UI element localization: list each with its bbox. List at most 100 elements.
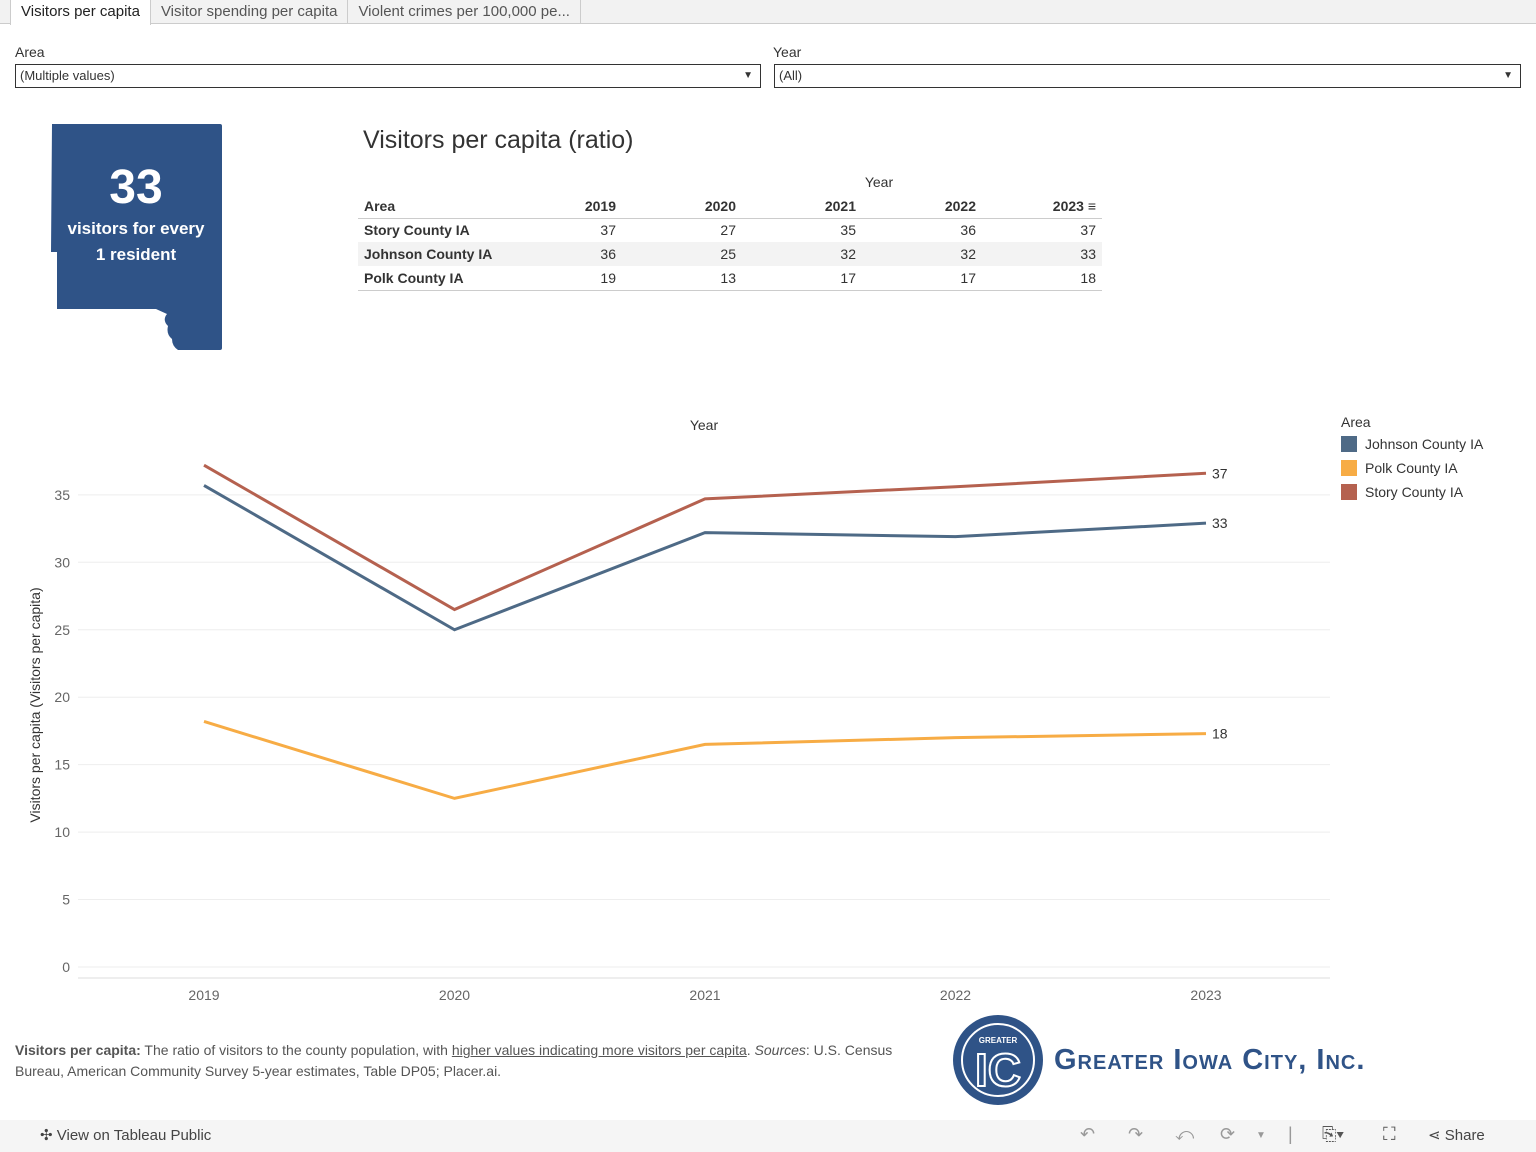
cell-value: 18 <box>1080 269 1096 286</box>
footnote-link[interactable]: higher values indicating more visitors p… <box>451 1042 747 1058</box>
view-label: View on Tableau Public <box>56 1127 212 1144</box>
legend-item[interactable]: Johnson County IA <box>1341 432 1483 456</box>
table-title: Visitors per capita (ratio) <box>363 126 634 154</box>
y-tick-label: 30 <box>54 554 70 570</box>
card-line2: 1 resident <box>95 245 177 264</box>
year-col-2022: 2022 <box>944 197 976 214</box>
view-on-tableau-button[interactable]: ✣ View on Tableau Public <box>40 1126 211 1144</box>
year-filter-value: (All) <box>779 68 803 83</box>
greater-iowa-city-logo: GREATER IC Greater Iowa City, Inc. <box>952 1014 1432 1106</box>
county-shape-icon <box>51 124 222 350</box>
year-col-2020: 2020 <box>704 197 736 214</box>
sources-label: Sources <box>754 1042 806 1058</box>
table-row: Polk County IA 19 13 17 17 18 <box>358 266 1102 290</box>
cell-value: 32 <box>862 242 982 266</box>
area-header: Area <box>364 197 396 214</box>
end-label: 33 <box>1212 515 1228 531</box>
refresh-icon[interactable]: ⟳ <box>1220 1124 1236 1144</box>
svg-text:IC: IC <box>975 1044 1021 1096</box>
download-icon[interactable]: ⎘▾ <box>1322 1124 1344 1144</box>
cell-value: 37 <box>1080 222 1096 239</box>
legend-label: Polk County IA <box>1365 460 1458 476</box>
share-button[interactable]: ⋖ Share <box>1428 1126 1485 1144</box>
year-2023-text: 2023 <box>1052 197 1084 214</box>
y-tick-label: 25 <box>54 622 70 638</box>
y-tick-label: 20 <box>54 689 70 705</box>
y-tick-label: 15 <box>54 757 70 773</box>
cell-value: 32 <box>742 242 862 266</box>
series-line <box>203 720 1207 800</box>
redo-icon[interactable]: ↷ <box>1128 1124 1144 1144</box>
cell-value: 36 <box>960 222 976 239</box>
series-line <box>203 463 1207 612</box>
footnote-text: The ratio of visitors to the county popu… <box>140 1042 452 1058</box>
sort-icon[interactable]: ≡ <box>1087 197 1096 214</box>
card-line1: visitors for every <box>67 219 205 238</box>
x-tick-label: 2021 <box>689 987 720 1003</box>
tableau-toolbar: ✣ View on Tableau Public ↶ ↷ ⤺ ⟳ ▼ | ⎘▾ … <box>0 1120 1536 1152</box>
cell-value: 19 <box>600 269 616 286</box>
footnote-bold: Visitors per capita: <box>15 1042 141 1058</box>
data-table: Year Area 2019 2020 2021 2022 2023 ≡ Sto… <box>358 170 1102 291</box>
tab-visitors-per-capita[interactable]: Visitors per capita <box>10 0 151 25</box>
cell-value: 25 <box>622 242 742 266</box>
y-axis-title: Visitors per capita (Visitors per capita… <box>27 587 43 822</box>
table-row: Story County IA 37 27 35 36 37 <box>358 218 1102 242</box>
row-area: Story County IA <box>364 222 470 239</box>
x-tick-label: 2023 <box>1190 987 1221 1003</box>
y-tick-label: 5 <box>62 892 70 908</box>
legend: Area Johnson County IA Polk County IA Stor… <box>1341 414 1483 504</box>
area-filter-value: (Multiple values) <box>20 68 115 83</box>
cell-value: 36 <box>502 242 622 266</box>
legend-swatch <box>1341 436 1357 452</box>
line-chart: Year 0 5 10 15 20 25 30 35 2019 2020 2021 2022 2023 Vi… <box>27 417 1330 1003</box>
card-number: 33 <box>109 161 163 214</box>
refresh-dropdown-icon[interactable]: ▼ <box>1256 1130 1266 1141</box>
row-area: Johnson County IA <box>358 242 502 266</box>
year-col-2021: 2021 <box>824 197 856 214</box>
legend-swatch <box>1341 484 1357 500</box>
cell-value: 33 <box>982 242 1102 266</box>
cell-value: 37 <box>600 222 616 239</box>
area-filter-label: Area <box>15 44 45 60</box>
share-icon: ⋖ <box>1428 1127 1441 1144</box>
cell-value: 27 <box>720 222 736 239</box>
legend-label: Story County IA <box>1365 484 1464 500</box>
x-tick-label: 2022 <box>940 987 971 1003</box>
divider: | <box>1288 1124 1293 1144</box>
tab-visitor-spending[interactable]: Visitor spending per capita <box>151 0 349 24</box>
chart-title: Year <box>690 417 719 433</box>
dropdown-arrow-icon: ▼ <box>1503 70 1513 81</box>
row-area: Polk County IA <box>364 269 464 286</box>
series-line <box>203 484 1207 632</box>
year-col-2023[interactable]: 2023 ≡ <box>982 194 1102 218</box>
legend-item[interactable]: Polk County IA <box>1341 456 1483 480</box>
legend-title: Area <box>1341 414 1371 430</box>
svg-text:GREATER: GREATER <box>979 1036 1018 1045</box>
end-label: 18 <box>1212 726 1228 742</box>
undo-icon[interactable]: ↶ <box>1080 1124 1096 1144</box>
sheet-tabs: Visitors per capita Visitor spending per… <box>0 0 1536 25</box>
dropdown-arrow-icon: ▼ <box>743 70 753 81</box>
cell-value: 17 <box>960 269 976 286</box>
x-tick-label: 2020 <box>439 987 470 1003</box>
share-label: Share <box>1444 1127 1485 1144</box>
logo-text: Greater Iowa City, Inc. <box>1054 1044 1366 1076</box>
county-card: 33 visitors for every 1 resident <box>50 124 225 357</box>
tableau-icon: ✣ <box>40 1127 53 1144</box>
year-header: Year <box>864 174 894 190</box>
table-row: Johnson County IA 36 25 32 32 33 <box>358 242 1102 266</box>
legend-item[interactable]: Story County IA <box>1341 480 1483 504</box>
y-tick-label: 0 <box>62 959 70 975</box>
revert-icon[interactable]: ⤺ <box>1175 1124 1195 1144</box>
cell-value: 17 <box>840 269 856 286</box>
area-filter-select[interactable]: (Multiple values) ▼ <box>15 64 761 88</box>
tab-violent-crimes[interactable]: Violent crimes per 100,000 pe... <box>348 0 581 24</box>
y-tick-label: 35 <box>54 487 70 503</box>
legend-label: Johnson County IA <box>1365 436 1484 452</box>
fullscreen-icon[interactable]: ⛶ <box>1383 1124 1396 1144</box>
legend-swatch <box>1341 460 1357 476</box>
footnote: Visitors per capita: The ratio of visito… <box>15 1040 925 1082</box>
year-filter-select[interactable]: (All) ▼ <box>774 64 1521 88</box>
